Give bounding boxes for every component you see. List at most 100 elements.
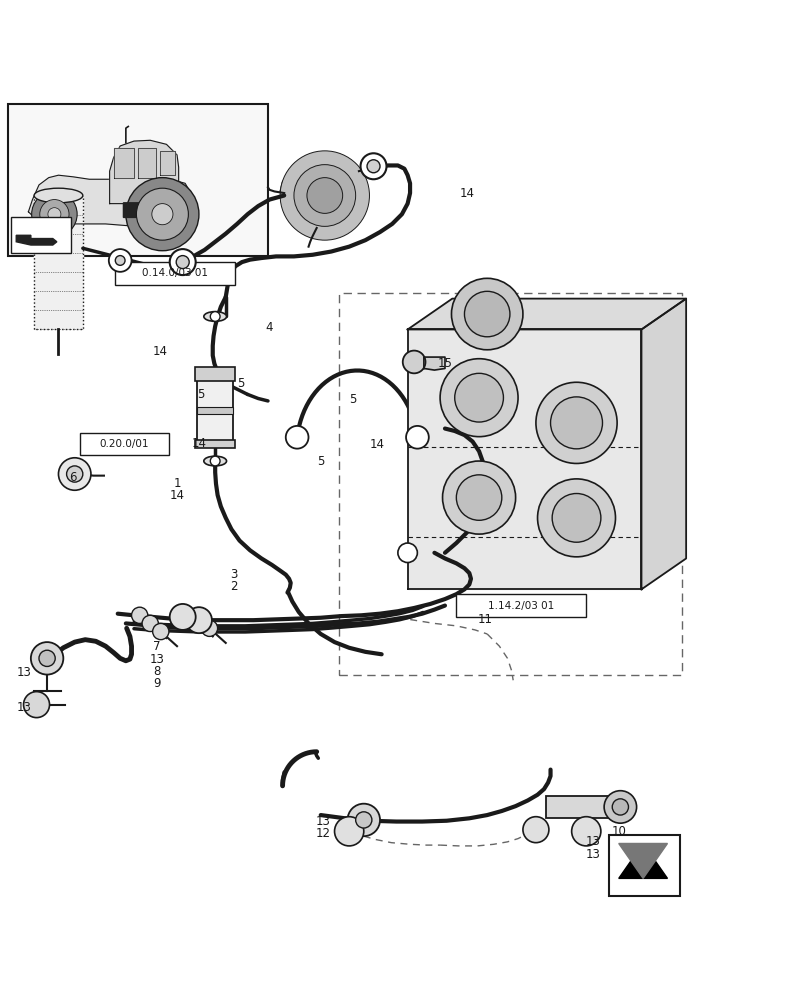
Text: 5: 5	[237, 377, 245, 390]
Bar	[11, 217, 71, 253]
Ellipse shape	[34, 188, 83, 203]
Polygon shape	[280, 162, 365, 228]
Bar	[79, 433, 169, 455]
Circle shape	[456, 475, 501, 520]
Polygon shape	[407, 329, 641, 589]
Polygon shape	[160, 151, 174, 175]
Polygon shape	[34, 196, 83, 329]
Circle shape	[142, 615, 158, 632]
Polygon shape	[28, 175, 191, 226]
Circle shape	[131, 607, 148, 623]
Text: 6: 6	[69, 471, 77, 484]
Circle shape	[367, 160, 380, 173]
Bar	[195, 367, 235, 381]
Text: 14: 14	[191, 437, 206, 450]
Circle shape	[360, 153, 386, 179]
Circle shape	[109, 249, 131, 272]
Text: 13: 13	[17, 666, 32, 679]
Text: 13: 13	[17, 701, 32, 714]
Circle shape	[201, 620, 217, 636]
Text: 9: 9	[152, 677, 161, 690]
Circle shape	[32, 191, 77, 237]
Text: 0.14.0/03 01: 0.14.0/03 01	[142, 268, 208, 278]
Polygon shape	[16, 235, 57, 245]
Ellipse shape	[204, 312, 226, 321]
Circle shape	[402, 351, 425, 373]
Text: 13: 13	[585, 848, 599, 861]
Polygon shape	[423, 357, 444, 370]
Text: 1: 1	[173, 477, 181, 490]
Circle shape	[126, 178, 199, 251]
Bar	[195, 440, 235, 448]
Circle shape	[347, 804, 380, 836]
Circle shape	[48, 208, 61, 221]
Bar	[197, 380, 233, 446]
Circle shape	[307, 178, 342, 213]
Polygon shape	[618, 843, 667, 878]
Bar	[608, 835, 680, 896]
Circle shape	[442, 461, 515, 534]
Circle shape	[464, 291, 509, 337]
Circle shape	[58, 458, 91, 490]
Text: 7: 7	[152, 640, 161, 653]
Circle shape	[40, 200, 69, 229]
Circle shape	[188, 614, 204, 630]
Text: 3: 3	[230, 568, 238, 581]
Circle shape	[24, 692, 49, 718]
Circle shape	[186, 607, 212, 633]
Circle shape	[31, 642, 63, 675]
Circle shape	[440, 359, 517, 437]
Circle shape	[535, 382, 616, 463]
Text: 8: 8	[152, 665, 161, 678]
Text: 1.14.2/03 01: 1.14.2/03 01	[487, 601, 554, 611]
Circle shape	[67, 466, 83, 482]
Ellipse shape	[204, 456, 226, 466]
Polygon shape	[114, 148, 134, 178]
Bar	[545, 796, 620, 818]
Circle shape	[280, 151, 369, 240]
Circle shape	[406, 426, 428, 449]
Circle shape	[169, 604, 195, 630]
Circle shape	[294, 165, 355, 226]
Circle shape	[210, 456, 220, 466]
Text: 15: 15	[437, 357, 452, 370]
Circle shape	[603, 791, 636, 823]
Text: 13: 13	[585, 835, 599, 848]
Circle shape	[550, 397, 602, 449]
Text: 5: 5	[349, 393, 357, 406]
Circle shape	[451, 278, 522, 350]
Circle shape	[115, 256, 125, 265]
Text: 11: 11	[478, 613, 492, 626]
Polygon shape	[407, 299, 685, 329]
Polygon shape	[109, 140, 178, 204]
Circle shape	[611, 799, 628, 815]
Polygon shape	[138, 148, 156, 178]
Circle shape	[522, 817, 548, 843]
Circle shape	[136, 188, 188, 240]
Circle shape	[397, 543, 417, 563]
Circle shape	[537, 479, 615, 557]
Text: 14: 14	[370, 438, 384, 451]
Circle shape	[285, 426, 308, 449]
Polygon shape	[618, 843, 667, 878]
Text: 13: 13	[315, 815, 330, 828]
Circle shape	[210, 312, 220, 321]
Text: 13: 13	[149, 653, 164, 666]
Circle shape	[152, 204, 173, 225]
Bar	[115, 262, 235, 285]
Text: 5: 5	[196, 388, 204, 401]
Text: 14: 14	[169, 489, 184, 502]
Circle shape	[169, 249, 195, 275]
Polygon shape	[123, 203, 170, 217]
Text: 5: 5	[316, 455, 324, 468]
Text: 14: 14	[459, 187, 474, 200]
Text: 2: 2	[230, 580, 238, 593]
Bar	[8, 104, 268, 256]
Circle shape	[355, 812, 371, 828]
Circle shape	[334, 817, 363, 846]
Bar	[456, 594, 586, 617]
Circle shape	[571, 817, 600, 846]
Circle shape	[39, 650, 55, 666]
Text: 0.20.0/01: 0.20.0/01	[100, 439, 148, 449]
Circle shape	[152, 623, 169, 640]
